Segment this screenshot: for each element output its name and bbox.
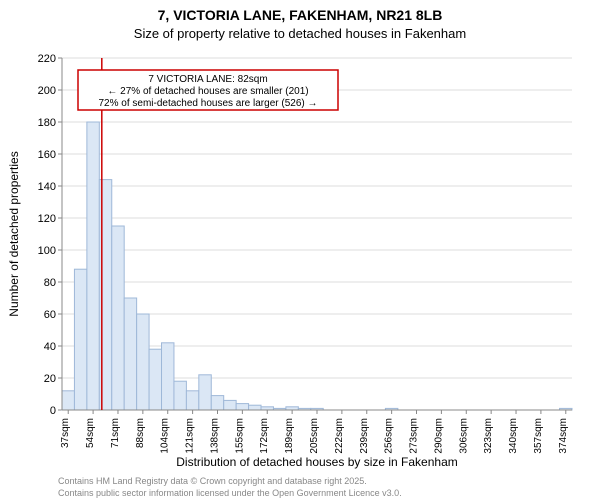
histogram-bar bbox=[149, 349, 161, 410]
chart-container: 7, VICTORIA LANE, FAKENHAM, NR21 8LB Size… bbox=[0, 0, 600, 500]
chart-subtitle: Size of property relative to detached ho… bbox=[134, 26, 466, 41]
x-tick-label: 88sqm bbox=[135, 418, 146, 448]
callout-line3: 72% of semi-detached houses are larger (… bbox=[98, 98, 317, 109]
y-tick-label: 20 bbox=[44, 373, 56, 385]
x-tick-label: 256sqm bbox=[384, 418, 395, 454]
x-tick-label: 357sqm bbox=[533, 418, 544, 454]
chart-title: 7, VICTORIA LANE, FAKENHAM, NR21 8LB bbox=[158, 7, 443, 23]
y-tick-label: 160 bbox=[38, 149, 56, 161]
histogram-bar bbox=[236, 404, 248, 410]
histogram-bar bbox=[62, 391, 74, 410]
x-tick-label: 340sqm bbox=[508, 418, 519, 454]
y-tick-label: 40 bbox=[44, 341, 56, 353]
x-tick-label: 273sqm bbox=[409, 418, 420, 454]
x-tick-label: 155sqm bbox=[234, 418, 245, 454]
histogram-bar bbox=[74, 269, 86, 410]
x-tick-label: 54sqm bbox=[85, 418, 96, 448]
histogram-bar bbox=[162, 343, 174, 410]
y-tick-label: 140 bbox=[38, 181, 56, 193]
histogram-bar bbox=[112, 226, 124, 410]
histogram-chart: 7, VICTORIA LANE, FAKENHAM, NR21 8LB Size… bbox=[0, 0, 600, 500]
y-tick-label: 220 bbox=[38, 53, 56, 65]
x-tick-label: 172sqm bbox=[259, 418, 270, 454]
y-tick-label: 60 bbox=[44, 309, 56, 321]
x-tick-label: 222sqm bbox=[334, 418, 345, 454]
x-tick-label: 205sqm bbox=[309, 418, 320, 454]
histogram-bar bbox=[124, 298, 136, 410]
x-tick-label: 306sqm bbox=[458, 418, 469, 454]
x-tick-label: 121sqm bbox=[185, 418, 196, 454]
x-tick-label: 290sqm bbox=[433, 418, 444, 454]
histogram-bar bbox=[186, 391, 198, 410]
x-tick-label: 71sqm bbox=[110, 418, 121, 448]
y-tick-label: 120 bbox=[38, 213, 56, 225]
footer-line1: Contains HM Land Registry data © Crown c… bbox=[58, 476, 367, 486]
histogram-bar bbox=[87, 122, 99, 410]
x-tick-label: 239sqm bbox=[359, 418, 370, 454]
callout-line1: 7 VICTORIA LANE: 82sqm bbox=[148, 74, 267, 85]
y-tick-label: 80 bbox=[44, 277, 56, 289]
histogram-bar bbox=[199, 375, 211, 410]
x-tick-label: 37sqm bbox=[60, 418, 71, 448]
x-tick-label: 138sqm bbox=[209, 418, 220, 454]
callout-line2: ← 27% of detached houses are smaller (20… bbox=[107, 86, 308, 97]
x-tick-label: 189sqm bbox=[284, 418, 295, 454]
x-tick-label: 374sqm bbox=[558, 418, 569, 454]
histogram-bar bbox=[174, 381, 186, 410]
histogram-bar bbox=[137, 314, 149, 410]
y-tick-label: 180 bbox=[38, 117, 56, 129]
histogram-bar bbox=[224, 400, 236, 410]
y-axis-label: Number of detached properties bbox=[7, 151, 21, 316]
histogram-bar bbox=[249, 405, 261, 410]
footer-line2: Contains public sector information licen… bbox=[58, 488, 402, 498]
y-tick-label: 100 bbox=[38, 245, 56, 257]
x-tick-label: 104sqm bbox=[160, 418, 171, 454]
histogram-bar bbox=[211, 396, 223, 410]
x-tick-label: 323sqm bbox=[483, 418, 494, 454]
x-axis-label: Distribution of detached houses by size … bbox=[176, 455, 458, 469]
y-tick-label: 200 bbox=[38, 85, 56, 97]
y-tick-label: 0 bbox=[50, 405, 56, 417]
